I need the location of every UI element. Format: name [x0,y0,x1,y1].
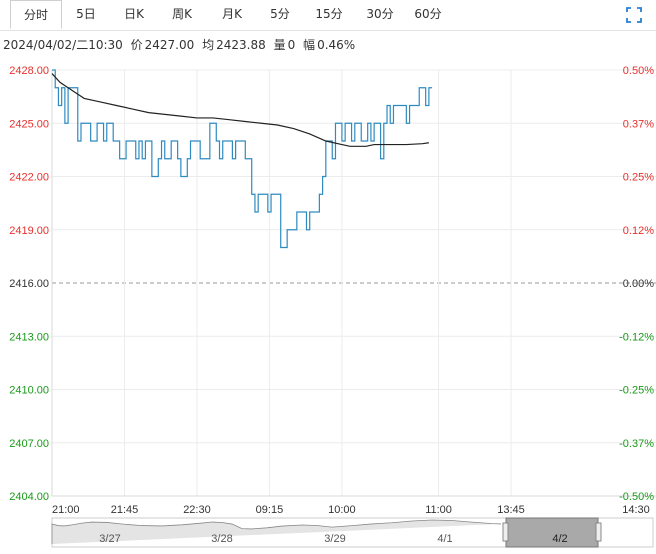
amplitude-label: 幅 [303,38,316,52]
y-tick-label: 2428.00 [9,65,49,77]
y-percent-tick-label: 0.50% [623,65,654,77]
x-tick-label: 22:30 [183,504,211,516]
time-axis: 21:00 21:45 22:30 09:15 10:00 11:00 13:45 14:30 [52,504,650,516]
range-navigator[interactable]: 3/27 3/28 3/29 4/1 4/2 [51,517,654,548]
navigator-date-label: 3/28 [211,533,232,545]
y-percent-tick-label: 0.37% [623,118,654,130]
y-percent-tick-label: -0.12% [619,331,654,343]
x-tick-label: 21:00 [52,504,80,516]
y-tick-label: 2407.00 [9,438,49,450]
y-percent-tick-label: 0.12% [623,225,654,237]
tab-5min[interactable]: 5分 [270,7,290,21]
navigator-date-label: 3/29 [324,533,345,545]
tab-intraday[interactable]: 分时 [10,0,62,29]
navigator-left-handle[interactable] [502,522,509,542]
volume-label: 量 [273,38,286,52]
navigator-date-label: 4/2 [552,533,567,545]
avg-value: 2423.88 [216,38,266,52]
y-tick-label: 2419.00 [9,225,49,237]
y-tick-label: 2425.00 [9,118,49,130]
price-line [52,69,433,249]
x-tick-label: 13:45 [497,504,525,516]
x-tick-label: 14:30 [622,504,650,516]
y-tick-label: 2404.00 [9,491,49,503]
price-label: 价 [130,38,143,52]
average-price-line [51,73,429,147]
y-percent-tick-label: 0.00% [623,278,654,290]
fullscreen-icon[interactable] [626,7,642,23]
tab-15min[interactable]: 15分 [315,7,343,21]
price-axis: 2428.00 2425.00 2422.00 2419.00 2416.00 2413.… [9,65,49,503]
navigator-right-handle[interactable] [595,522,602,542]
tab-30min[interactable]: 30分 [366,7,394,21]
y-tick-label: 2410.00 [9,385,49,397]
price-value: 2427.00 [144,38,195,52]
y-tick-label: 2416.00 [9,278,49,290]
chart-series [51,69,433,249]
tab-60min[interactable]: 60分 [414,7,442,21]
x-tick-label: 11:00 [425,504,452,516]
chart-grid [51,69,656,497]
avg-label: 均 [202,38,215,52]
y-percent-tick-label: -0.25% [619,385,654,397]
navigator-series [51,519,502,544]
navigator-date-label: 3/27 [99,533,120,545]
quote-datetime: 2024/04/02/二10:30 [3,38,123,52]
period-tab-bar: 分时 5日 日K 周K 月K 5分 15分 30分 60分 [0,0,656,31]
y-percent-tick-label: -0.37% [619,438,654,450]
tab-5day[interactable]: 5日 [76,7,96,21]
y-tick-label: 2413.00 [9,331,49,343]
y-percent-tick-label: -0.50% [619,491,654,503]
y-percent-tick-label: 0.25% [623,172,654,184]
x-tick-label: 10:00 [328,504,356,516]
percent-axis: 0.50% 0.37% 0.25% 0.12% 0.00% -0.12% -0.25% -0.… [619,65,654,503]
tab-daily-k[interactable]: 日K [124,7,144,21]
x-tick-label: 21:45 [111,504,139,516]
x-tick-label: 09:15 [256,504,284,516]
y-tick-label: 2422.00 [9,172,49,184]
amplitude-value: 0.46% [317,38,356,52]
volume-value: 0 [287,38,296,52]
tab-weekly-k[interactable]: 周K [172,7,192,21]
tab-monthly-k[interactable]: 月K [222,7,242,21]
navigator-date-label: 4/1 [437,533,452,545]
